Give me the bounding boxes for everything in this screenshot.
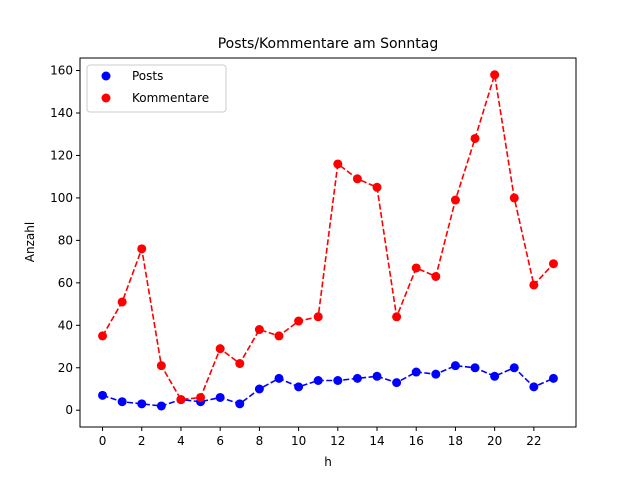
data-point-posts [529,382,539,392]
data-point-kommentare [176,395,186,405]
x-axis-label: h [324,455,332,469]
legend-label-posts: Posts [132,69,163,83]
data-point-kommentare [548,259,558,269]
legend: Posts Kommentare [86,64,227,113]
x-tick-label: 0 [99,434,107,448]
data-point-posts [156,401,166,411]
legend-marker-kommentare [101,93,111,103]
x-tick-label: 8 [256,434,264,448]
plot-area [98,70,558,411]
data-point-kommentare [196,392,206,402]
data-point-kommentare [529,280,539,290]
data-point-kommentare [372,182,382,192]
data-point-kommentare [509,193,519,203]
data-point-kommentare [274,331,284,341]
data-point-kommentare [490,70,500,80]
data-point-kommentare [98,331,108,341]
x-tick-label: 12 [330,434,345,448]
data-point-posts [372,371,382,381]
legend-marker-posts [101,71,111,81]
legend-box [86,64,227,113]
y-tick-label: 20 [58,361,73,375]
y-tick-label: 140 [50,106,73,120]
data-point-posts [509,363,519,373]
data-point-kommentare [137,244,147,254]
data-point-posts [431,369,441,379]
y-tick-label: 120 [50,148,73,162]
y-tick-label: 100 [50,191,73,205]
data-point-kommentare [117,297,127,307]
y-axis: 0 20 40 60 80 100 120 140 160 [50,64,80,417]
data-point-kommentare [450,195,460,205]
data-point-kommentare [352,174,362,184]
data-point-posts [411,367,421,377]
data-point-kommentare [215,344,225,354]
data-point-posts [98,390,108,400]
x-tick-label: 14 [369,434,384,448]
data-point-kommentare [392,312,402,322]
data-point-posts [235,399,245,409]
data-point-posts [254,384,264,394]
data-point-kommentare [411,263,421,273]
data-point-posts [274,373,284,383]
x-tick-label: 6 [216,434,224,448]
x-tick-label: 10 [291,434,306,448]
legend-label-kommentare: Kommentare [132,91,209,105]
data-point-posts [117,397,127,407]
y-tick-label: 60 [58,276,73,290]
data-point-posts [294,382,304,392]
data-point-posts [137,399,147,409]
y-tick-label: 0 [65,403,73,417]
data-point-kommentare [294,316,304,326]
data-point-posts [313,376,323,386]
x-tick-label: 22 [526,434,541,448]
y-axis-label: Anzahl [23,222,37,262]
data-point-kommentare [156,361,166,371]
chart-title: Posts/Kommentare am Sonntag [218,36,439,52]
x-tick-label: 4 [177,434,185,448]
data-point-posts [333,376,343,386]
series-line-kommentare [101,74,555,401]
data-point-posts [352,373,362,383]
series-line-posts [102,364,554,407]
axes-frame [79,57,577,428]
x-tick-label: 16 [409,434,424,448]
data-point-kommentare [470,133,480,143]
x-tick-label: 18 [448,434,463,448]
x-tick-label: 20 [487,434,502,448]
data-point-posts [450,361,460,371]
data-point-kommentare [313,312,323,322]
x-axis: 0 2 4 6 8 10 12 14 16 18 20 22 [99,427,541,448]
data-point-kommentare [254,325,264,335]
x-tick-label: 2 [138,434,146,448]
data-point-kommentare [431,271,441,281]
data-point-kommentare [235,359,245,369]
data-point-kommentare [333,159,343,169]
y-tick-label: 80 [58,233,73,247]
y-tick-label: 160 [50,64,73,78]
data-point-posts [470,363,480,373]
data-point-posts [490,371,500,381]
data-point-posts [215,392,225,402]
y-tick-label: 40 [58,318,73,332]
data-point-posts [392,378,402,388]
data-point-posts [548,373,558,383]
